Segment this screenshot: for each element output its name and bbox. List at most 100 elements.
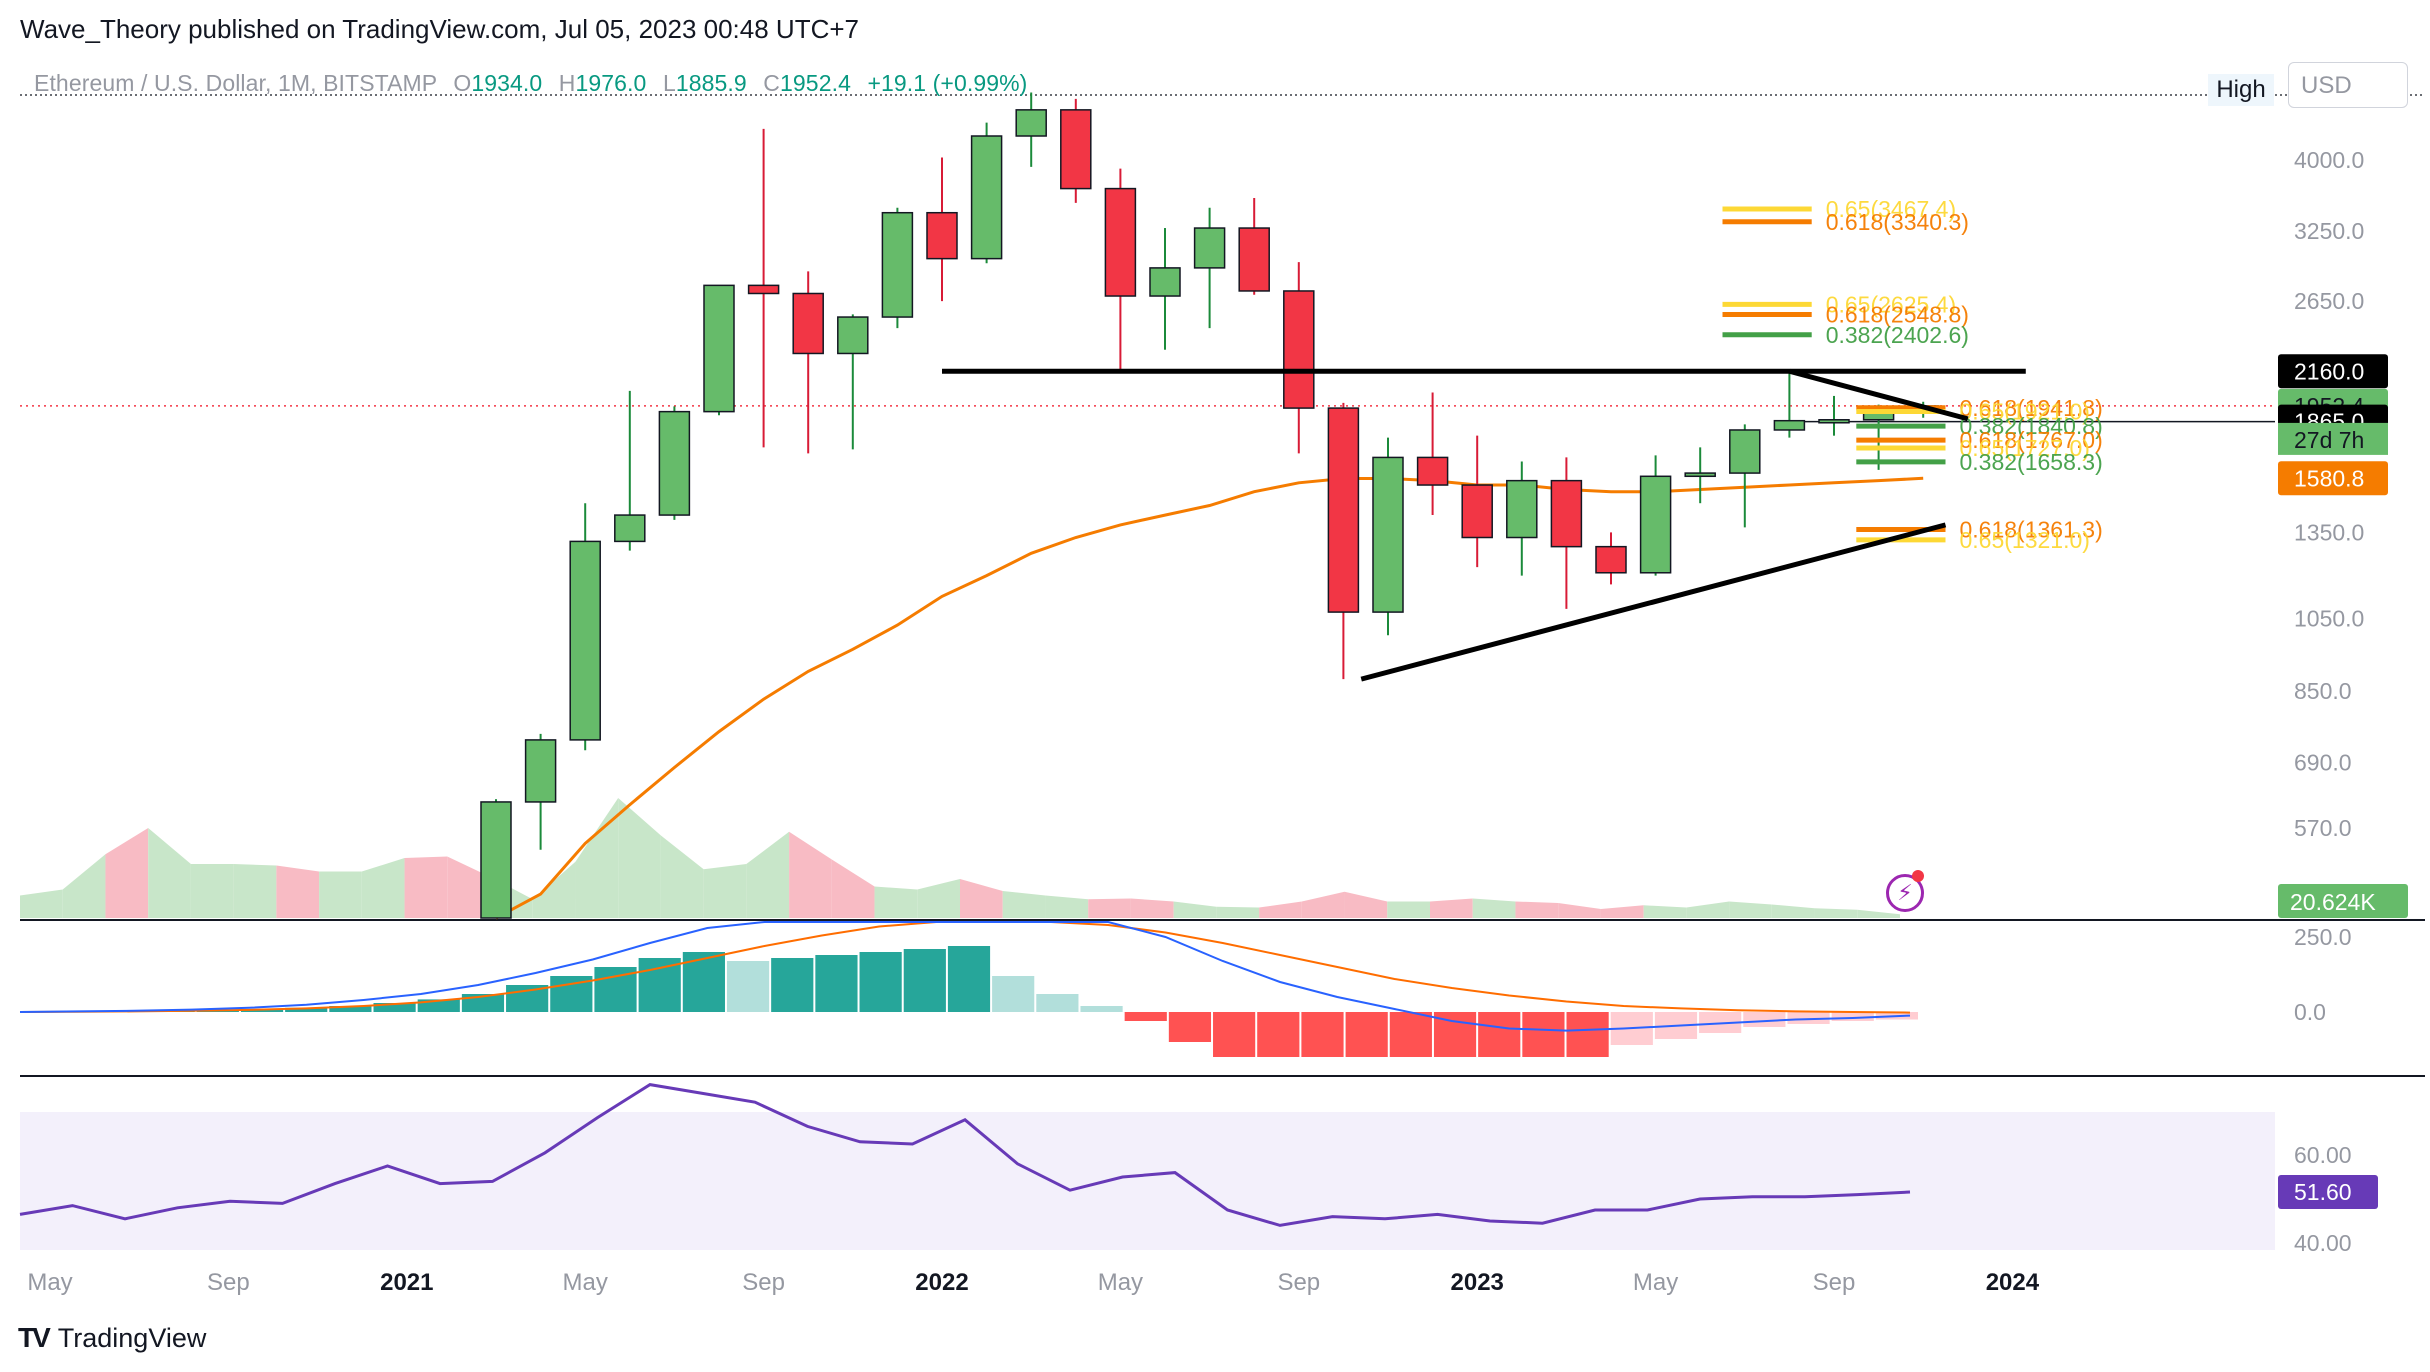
tradingview-logo-icon: TV	[18, 1322, 51, 1353]
macd-histogram-bar	[1080, 1006, 1123, 1012]
open-label: O	[453, 70, 472, 96]
fib-level-label: 0.65(3467.4)	[1826, 196, 1956, 222]
low-value: 1885.9	[675, 70, 747, 96]
candle-body	[569, 540, 601, 741]
volume-area-segment	[1430, 898, 1473, 918]
candle-body	[792, 292, 824, 355]
candle-body	[881, 211, 914, 318]
volume-area-segment	[1600, 905, 1644, 918]
volume-area-segment	[20, 889, 63, 918]
candle-body	[1238, 227, 1270, 292]
volume-area-segment	[1686, 901, 1730, 918]
candle-body	[1283, 290, 1315, 409]
volume-area-segment	[1002, 891, 1046, 918]
time-axis-tick: Sep	[1277, 1269, 1320, 1296]
macd-histogram-bar	[1831, 1012, 1874, 1021]
fib-level-label: 0.618(3340.3)	[1826, 209, 1969, 235]
candle-body	[658, 410, 691, 516]
candle-body	[1104, 187, 1137, 297]
time-axis-tick: May	[563, 1269, 608, 1296]
volume-area-segment	[62, 854, 106, 918]
time-axis-tick: May	[27, 1269, 72, 1296]
macd-histogram-bar	[373, 1003, 416, 1012]
candle-body	[1015, 109, 1047, 137]
close-label: C	[763, 70, 781, 96]
low-label: L	[662, 70, 676, 96]
candle-body	[970, 135, 1003, 260]
time-axis-tick: 2022	[915, 1269, 968, 1296]
volume-area-segment	[917, 879, 960, 918]
close-value: 1952.4	[780, 70, 851, 96]
high-value: 1976.0	[575, 70, 647, 96]
candle-body	[524, 739, 557, 803]
trend-line	[1788, 368, 1969, 422]
symbol-name: Ethereum / U.S. Dollar, 1M, BITSTAMP	[34, 70, 437, 96]
macd-histogram-bar	[285, 1007, 328, 1012]
price-axis-tick: 3250.0	[2294, 218, 2364, 244]
rsi-axis-tick: 60.00	[2294, 1142, 2352, 1168]
trend-line	[1360, 522, 1947, 682]
ema-line	[495, 476, 1924, 920]
volume-area-segment	[1857, 909, 1900, 918]
candle-body	[1327, 407, 1360, 613]
fib-level-label: 0.618(1767.0)	[1960, 427, 2103, 453]
volume-area-segment	[1088, 898, 1131, 918]
macd-histogram-bar	[903, 949, 946, 1012]
fib-level-label: 0.618(1361.3)	[1960, 517, 2103, 543]
volume-label-text: 20.624K	[2290, 889, 2376, 915]
volume-area-segment	[1173, 901, 1217, 918]
volume-area-segment	[960, 879, 1003, 918]
time-axis-tick: 2023	[1451, 1269, 1504, 1296]
fib-level-label: 0.65(1727.0)	[1960, 435, 2090, 461]
macd-histogram-bar	[1478, 1012, 1521, 1057]
currency-selector[interactable]: USD	[2288, 62, 2408, 108]
volume-area-segment	[1729, 901, 1772, 918]
macd-histogram-bar	[1522, 1012, 1565, 1057]
candle-body	[1149, 267, 1181, 297]
fib-level-label: 0.618(2548.8)	[1826, 302, 1969, 328]
macd-axis-tick: 250.0	[2294, 924, 2352, 950]
volume-area-segment	[319, 871, 362, 918]
countdown-box	[2278, 422, 2388, 455]
volume-area-segment	[660, 835, 704, 918]
volume-area-segment	[1472, 898, 1516, 918]
macd-histogram-bar	[329, 1006, 372, 1012]
volume-area-segment	[447, 856, 490, 918]
rsi-axis-tick: 40.00	[2294, 1230, 2352, 1256]
volume-area-segment	[1130, 898, 1174, 918]
macd-histogram-bar	[1389, 1012, 1432, 1057]
candle-body	[1550, 479, 1583, 548]
candle-body	[480, 801, 512, 919]
candle-body	[614, 514, 646, 543]
brand-name: TradingView	[57, 1322, 207, 1353]
tradingview-brand[interactable]: TV TradingView	[18, 1322, 206, 1354]
volume-area-segment	[575, 798, 619, 918]
rsi-label-text: 51.60	[2294, 1179, 2352, 1205]
price-type-badge[interactable]: High	[2208, 74, 2274, 106]
price-axis-tick: 1050.0	[2294, 606, 2364, 632]
macd-histogram-bar	[771, 958, 814, 1012]
macd-histogram-bar	[1787, 1012, 1830, 1024]
time-axis-tick: 2024	[1986, 1269, 2040, 1296]
volume-area-segment	[148, 828, 191, 918]
volume-area-segment	[1344, 891, 1388, 918]
candle-body	[1684, 472, 1716, 478]
volume-area-segment	[1259, 901, 1302, 918]
price-axis-tick: 4000.0	[2294, 147, 2364, 173]
volume-area-segment	[1814, 908, 1858, 918]
volume-area-segment	[1771, 904, 1815, 918]
volume-area-segment	[190, 864, 234, 918]
rsi-line	[19, 1083, 1911, 1227]
volume-area-segment	[233, 864, 277, 918]
volume-area-segment	[361, 858, 405, 918]
macd-histogram-bar	[1345, 1012, 1388, 1057]
rsi-band	[20, 1112, 2275, 1250]
volume-area-segment	[404, 856, 448, 918]
volume-area-segment	[532, 861, 576, 918]
volume-area-segment	[1301, 891, 1345, 918]
price-axis-tick: 850.0	[2294, 678, 2352, 704]
volume-area-segment	[703, 864, 747, 918]
volume-area-segment	[1045, 895, 1089, 918]
notification-dot	[1912, 870, 1924, 882]
